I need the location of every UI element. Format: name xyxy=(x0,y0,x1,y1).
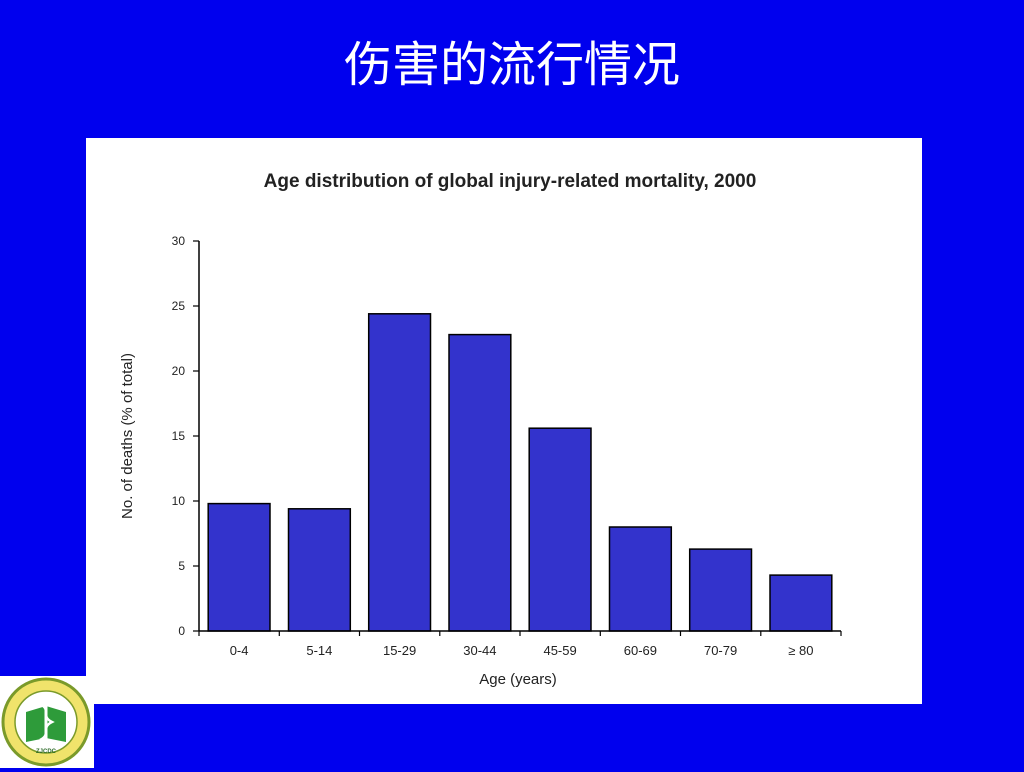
slide-title: 伤害的流行情况 xyxy=(343,37,680,93)
x-tick-label: 60-69 xyxy=(624,643,657,658)
y-tick-label: 5 xyxy=(178,559,185,573)
organization-logo: ZJCDC xyxy=(0,676,94,768)
chart-panel: Age distribution of global injury-relate… xyxy=(86,138,922,704)
chart-title: Age distribution of global injury-relate… xyxy=(264,171,757,192)
bar-30-44 xyxy=(448,333,512,632)
x-ticks-group: 0-4 5-14 15-29 30-44 45-59 60-69 70-79 ≥ 80 xyxy=(198,631,842,658)
bar-70-79 xyxy=(688,548,753,632)
bar-45-59 xyxy=(528,427,592,632)
x-tick-label: 15-29 xyxy=(383,643,416,658)
x-tick-label: ≥ 80 xyxy=(788,643,813,658)
bar-5-14 xyxy=(287,508,352,632)
y-tick-label: 10 xyxy=(172,494,186,508)
x-tick-label: 0-4 xyxy=(230,643,249,658)
y-ticks-group: 0 5 10 15 20 25 30 xyxy=(172,234,199,638)
x-tick-label: 70-79 xyxy=(704,643,737,658)
y-tick-label: 15 xyxy=(172,429,186,443)
bar-60-69 xyxy=(608,526,673,632)
y-tick-label: 20 xyxy=(172,364,186,378)
bar-≥ 80 xyxy=(769,574,833,632)
x-tick-label: 5-14 xyxy=(306,643,332,658)
y-axis-label: No. of deaths (% of total) xyxy=(119,353,136,519)
logo-text: ZJCDC xyxy=(36,749,57,755)
caduceus-seal-icon: ZJCDC xyxy=(1,677,91,767)
bar-15-29 xyxy=(367,313,432,632)
x-axis-label: Age (years) xyxy=(479,671,557,688)
y-tick-label: 0 xyxy=(178,624,185,638)
y-tick-label: 30 xyxy=(172,234,186,248)
bar-chart: Age distribution of global injury-relate… xyxy=(119,171,842,688)
x-tick-label: 45-59 xyxy=(543,643,576,658)
bar-0-4 xyxy=(207,502,271,632)
bars-group xyxy=(207,313,833,632)
y-tick-label: 25 xyxy=(172,299,186,313)
x-tick-label: 30-44 xyxy=(463,643,496,658)
